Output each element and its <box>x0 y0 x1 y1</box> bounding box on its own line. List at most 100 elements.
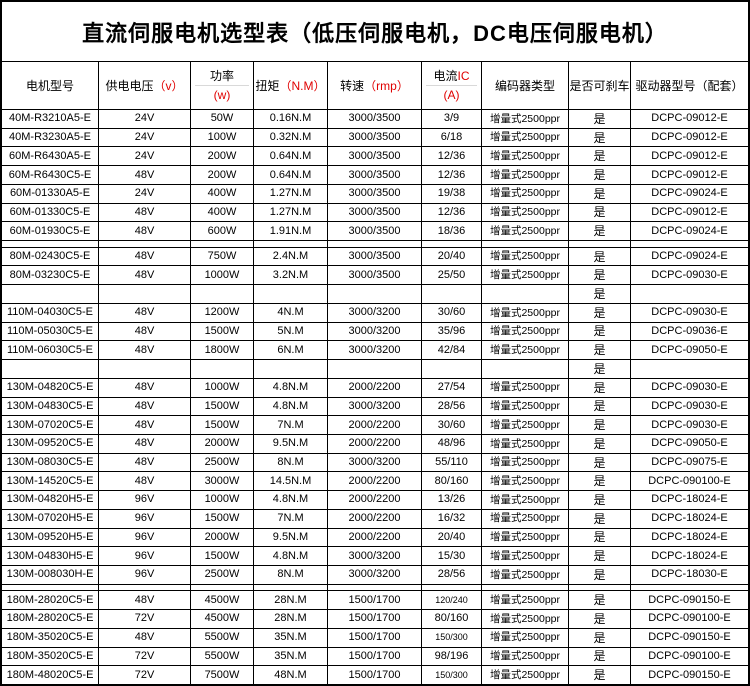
table-cell: 35N.M <box>254 628 328 648</box>
table-cell <box>2 285 99 304</box>
table-cell: 48V <box>99 166 191 185</box>
table-cell: 96V <box>99 491 191 510</box>
table-cell: 130M-008030H-E <box>2 565 99 585</box>
table-cell: 48V <box>99 628 191 648</box>
table-cell: DCPC-09030-E <box>631 266 748 286</box>
table-row: 180M-35020C5-E 48V 5500W 35N.M 1500/1700 150/… <box>2 628 748 648</box>
table-row: 180M-48020C5-E 72V 7500W 48N.M 1500/1700 150/… <box>2 666 748 684</box>
table-row: 60M-R6430C5-E 48V 200W 0.64N.M 3000/3500 12/3… <box>2 166 748 185</box>
table-cell: 130M-07020H5-E <box>2 509 99 529</box>
table-cell: 1500/1700 <box>328 666 422 684</box>
table-row: 130M-008030H-E 96V 2500W 8N.M 3000/3200 28/56… <box>2 565 748 585</box>
table-row: 80M-03230C5-E 48V 1000W 3.2N.M 3000/3500 25/5… <box>2 266 748 286</box>
table-cell: 8N.M <box>254 453 328 473</box>
table-cell: 27/54 <box>422 378 482 398</box>
table-cell: 5500W <box>191 647 254 667</box>
table-cell: 4N.M <box>254 303 328 323</box>
table-cell: 4.8N.M <box>254 547 328 566</box>
table-cell: 600W <box>191 222 254 242</box>
table-cell: 9.5N.M <box>254 434 328 454</box>
table-cell: 24V <box>99 110 191 129</box>
table-cell: 50W <box>191 110 254 129</box>
table-cell: 增量式2500ppr <box>482 128 569 148</box>
table-cell: 是 <box>569 147 631 167</box>
table-cell: 增量式2500ppr <box>482 628 569 648</box>
table-cell: 增量式2500ppr <box>482 110 569 129</box>
table-cell <box>569 584 631 592</box>
table-cell: 增量式2500ppr <box>482 647 569 667</box>
table-cell: 48V <box>99 378 191 398</box>
table-cell: 是 <box>569 647 631 667</box>
table-cell: 3000/3200 <box>328 565 422 585</box>
table-cell: 48V <box>99 341 191 361</box>
table-row: 180M-35020C5-E 72V 5500W 35N.M 1500/1700 98/1… <box>2 647 748 667</box>
table-cell: DCPC-090100-E <box>631 610 748 629</box>
table-cell: 100W <box>191 128 254 148</box>
table-cell: 110M-04030C5-E <box>2 303 99 323</box>
table-row <box>2 241 748 248</box>
table-cell: DCPC-09030-E <box>631 398 748 417</box>
column-header-current: 电流IC (A) <box>422 62 482 110</box>
table-cell: 60M-R6430C5-E <box>2 166 99 185</box>
table-row: 60M-01930C5-E 48V 600W 1.91N.M 3000/3500 18/3… <box>2 222 748 242</box>
page-title: 直流伺服电机选型表（低压伺服电机，DC电压伺服电机） <box>2 2 748 62</box>
table-cell: DCPC-09012-E <box>631 110 748 129</box>
table-cell: DCPC-09075-E <box>631 454 748 473</box>
table-cell: 增量式2500ppr <box>482 166 569 185</box>
table-cell: 1500W <box>191 547 254 566</box>
table-cell: 2000W <box>191 528 254 548</box>
table-cell: 48V <box>99 453 191 473</box>
table-cell: 是 <box>569 341 631 361</box>
table-cell: 3000/3500 <box>328 147 422 167</box>
table-cell: 是 <box>569 591 631 611</box>
table-cell: 200W <box>191 147 254 167</box>
table-cell: 1500/1700 <box>328 647 422 667</box>
table-cell: 3/9 <box>422 110 482 129</box>
table-cell <box>191 584 254 592</box>
table-cell <box>99 360 191 379</box>
table-cell: 40M-R3230A5-E <box>2 128 99 148</box>
column-header-label: 供电电压 <box>105 78 154 93</box>
column-header-motor-model: 电机型号 <box>2 62 99 110</box>
table-cell <box>99 584 191 592</box>
table-cell: 130M-04830C5-E <box>2 397 99 417</box>
table-cell: 48/96 <box>422 434 482 454</box>
table-cell: 3000/3200 <box>328 397 422 417</box>
table-cell: 180M-48020C5-E <box>2 666 99 684</box>
table-cell: 48V <box>99 222 191 242</box>
table-cell: DCPC-09036-E <box>631 323 748 342</box>
table-cell: 增量式2500ppr <box>482 434 569 454</box>
table-cell: 是 <box>569 610 631 629</box>
table-cell <box>254 360 328 379</box>
table-cell: 48V <box>99 303 191 323</box>
table-cell: 是 <box>569 110 631 129</box>
table-cell: 72V <box>99 610 191 629</box>
column-header-driver-model: 驱动器型号（配套） <box>631 62 748 110</box>
column-header-label: 驱动器型号（配套） <box>635 78 744 93</box>
table-cell: 400W <box>191 184 254 204</box>
table-row: 60M-01330C5-E 48V 400W 1.27N.M 3000/3500 12/3… <box>2 203 748 223</box>
table-cell: 增量式2500ppr <box>482 147 569 167</box>
table-cell: 是 <box>569 166 631 185</box>
table-cell <box>422 584 482 592</box>
table-cell: 是 <box>569 434 631 454</box>
table-cell: 是 <box>569 303 631 323</box>
table-cell: DCPC-09050-E <box>631 435 748 454</box>
column-header-unit: （v） <box>153 78 184 93</box>
table-cell: 35N.M <box>254 647 328 667</box>
table-cell <box>254 584 328 592</box>
table-cell: 增量式2500ppr <box>482 303 569 323</box>
table-cell: 是 <box>569 285 631 304</box>
table-cell: 80/160 <box>422 610 482 629</box>
table-cell: 是 <box>569 666 631 684</box>
table-cell: DCPC-09012-E <box>631 204 748 223</box>
table-cell: 4.8N.M <box>254 378 328 398</box>
table-cell: 5500W <box>191 628 254 648</box>
table-cell: 48V <box>99 322 191 342</box>
table-cell: 3000/3200 <box>328 547 422 566</box>
table-row: 是 <box>2 285 748 304</box>
table-cell <box>482 584 569 592</box>
table-cell: 1800W <box>191 341 254 361</box>
table-cell: 19/38 <box>422 184 482 204</box>
table-cell: 是 <box>569 416 631 435</box>
